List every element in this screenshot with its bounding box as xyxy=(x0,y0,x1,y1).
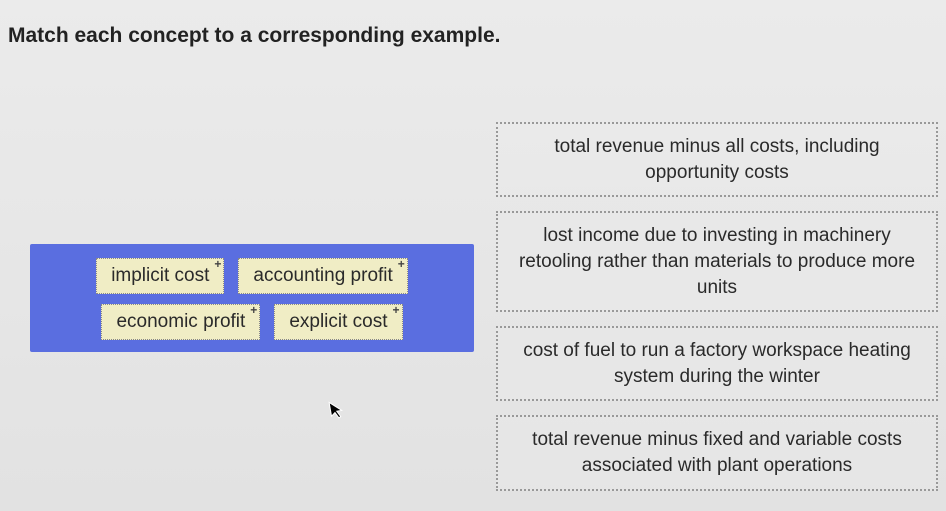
mouse-cursor-icon xyxy=(328,399,348,426)
drop-target-3[interactable]: total revenue minus fixed and variable c… xyxy=(496,415,938,490)
concept-label: accounting profit xyxy=(253,265,392,286)
concept-tile-accounting-profit[interactable]: accounting profit + xyxy=(238,258,407,294)
draggable-concepts-panel: implicit cost + accounting profit + econ… xyxy=(30,244,474,352)
drop-target-0[interactable]: total revenue minus all costs, including… xyxy=(496,122,938,197)
drag-handle-icon: + xyxy=(398,257,405,271)
instruction-text: Match each concept to a corresponding ex… xyxy=(8,24,500,48)
drag-handle-icon: + xyxy=(250,303,257,317)
drop-target-2[interactable]: cost of fuel to run a factory workspace … xyxy=(496,326,938,401)
drag-handle-icon: + xyxy=(393,303,400,317)
drop-targets-column: total revenue minus all costs, including… xyxy=(496,122,938,491)
concept-label: implicit cost xyxy=(111,265,209,286)
concept-tile-implicit-cost[interactable]: implicit cost + xyxy=(96,258,224,294)
drop-target-1[interactable]: lost income due to investing in machiner… xyxy=(496,211,938,312)
concept-tile-explicit-cost[interactable]: explicit cost + xyxy=(274,304,402,340)
concept-label: explicit cost xyxy=(289,311,387,332)
concept-tile-economic-profit[interactable]: economic profit + xyxy=(101,304,260,340)
drag-handle-icon: + xyxy=(214,257,221,271)
concept-label: economic profit xyxy=(116,311,245,332)
